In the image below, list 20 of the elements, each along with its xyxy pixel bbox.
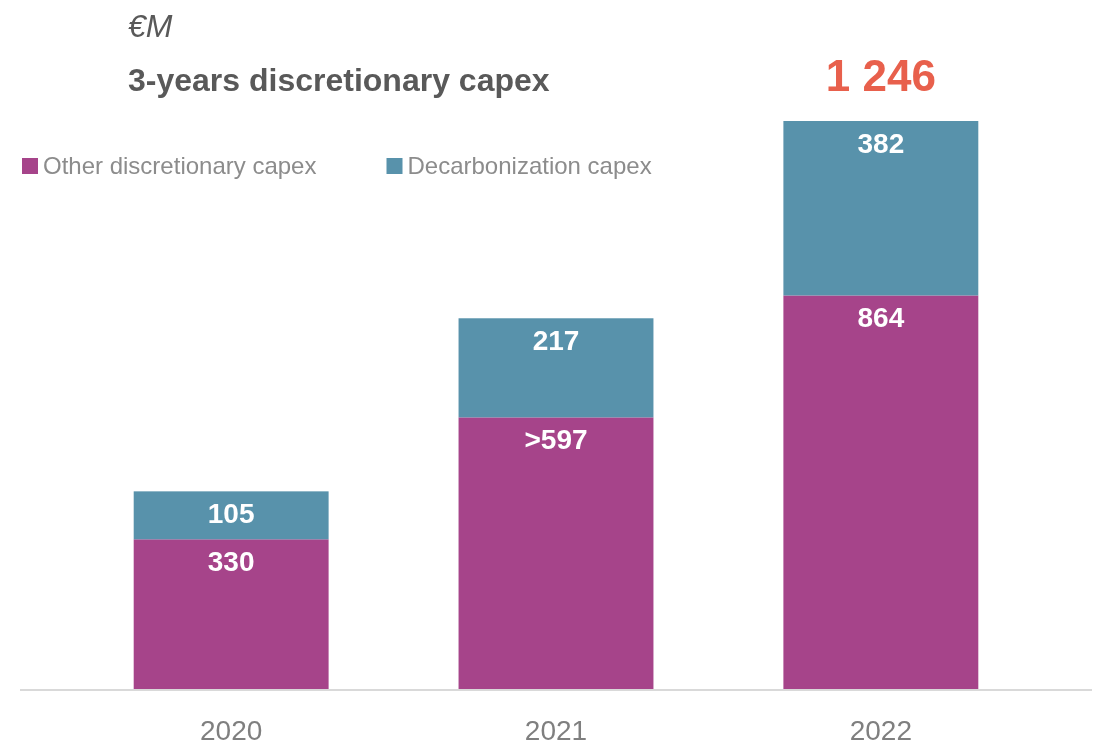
- bar: [133, 539, 329, 690]
- bar: [783, 295, 979, 690]
- bar: [133, 491, 329, 540]
- bar: [783, 121, 979, 296]
- data-label: 330: [207, 546, 255, 578]
- chart-title: 3-years discretionary capex: [128, 62, 550, 98]
- bar: [458, 417, 654, 690]
- data-label: 382: [857, 128, 905, 159]
- chart-subtitle: €M: [128, 8, 173, 44]
- x-tick-label: 2022: [849, 715, 912, 743]
- data-label: 217: [532, 325, 580, 357]
- x-tick-label: 2020: [200, 715, 263, 743]
- bar: [458, 318, 654, 418]
- data-label: >597: [524, 424, 588, 456]
- legend-label: Other discretionary capex: [43, 152, 317, 179]
- data-label: 864: [857, 302, 905, 334]
- legend-label: Decarbonization capex: [407, 152, 652, 179]
- x-tick-label: 2021: [524, 715, 588, 743]
- total-label: 1 246: [825, 51, 936, 100]
- data-label: 105: [207, 498, 255, 530]
